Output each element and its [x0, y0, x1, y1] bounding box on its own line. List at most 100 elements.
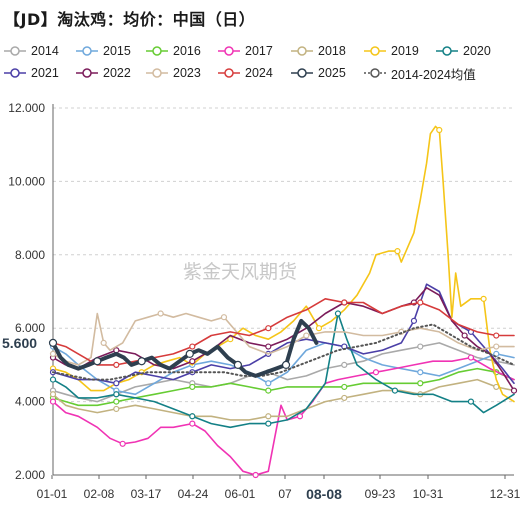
series-line-2020 — [52, 312, 515, 429]
series-line-2021 — [52, 283, 515, 385]
series-marker-2022 — [265, 343, 272, 350]
series-marker-2019 — [315, 325, 323, 332]
legend-swatch-icon — [291, 68, 313, 78]
x-tick-label: 07 — [278, 487, 292, 501]
series-line-2018 — [52, 378, 515, 421]
series-marker-2019 — [480, 295, 487, 302]
legend-item[interactable]: 2018 — [291, 42, 346, 60]
series-marker-2016 — [417, 380, 424, 387]
series-marker-2020 — [391, 387, 399, 394]
legend-swatch-icon — [146, 68, 168, 78]
series-marker-2025 — [185, 349, 194, 358]
x-tick-label: 01-01 — [37, 487, 68, 501]
legend-label: 2020 — [463, 44, 491, 58]
series-marker-2024 — [113, 361, 120, 368]
x-tick-label: 12-31 — [490, 487, 521, 501]
series-line-2014-2024均值 — [52, 323, 515, 381]
series-marker-2025 — [233, 360, 243, 369]
legend-swatch-icon — [76, 46, 98, 56]
series-marker-2020 — [265, 420, 272, 427]
series-marker-2019 — [436, 126, 443, 134]
legend-item[interactable]: 2015 — [76, 42, 131, 60]
series-marker-2021 — [410, 317, 418, 324]
series-marker-2017 — [49, 398, 57, 405]
series-marker-2016 — [113, 398, 120, 405]
watermark: 紫金天风期货 — [183, 261, 297, 283]
legend-label: 2023 — [173, 66, 201, 80]
series-marker-2017 — [296, 413, 304, 420]
series-marker-2022 — [189, 358, 196, 365]
series-marker-2024 — [189, 343, 196, 350]
y-tick-label: 10.000 — [8, 174, 45, 188]
series-marker-2025 — [93, 357, 102, 366]
series-line-2014 — [52, 342, 515, 403]
legend-item[interactable]: 2025 — [291, 64, 346, 82]
series-marker-2018 — [49, 391, 57, 398]
series-marker-2019 — [227, 336, 234, 343]
legend-item[interactable]: 2021 — [4, 64, 59, 82]
legend-item[interactable]: 2017 — [218, 42, 273, 60]
legend-item[interactable]: 2014 — [4, 42, 59, 60]
series-marker-2016 — [189, 383, 196, 391]
legend-item[interactable]: 2019 — [364, 42, 419, 60]
x-tick-label: 10-31 — [413, 487, 444, 501]
x-tick-label-highlight: 08-08 — [306, 486, 342, 502]
series-marker-2020 — [189, 413, 196, 420]
series-marker-2018 — [341, 394, 348, 402]
legend-item[interactable]: 2023 — [146, 64, 201, 82]
current-value-label: 5.600 — [2, 335, 37, 351]
legend-item[interactable]: 2014-2024均值 — [364, 64, 476, 82]
legend-label: 2014 — [31, 44, 59, 58]
legend-swatch-icon — [4, 68, 26, 78]
series-marker-2020 — [113, 391, 120, 398]
series-marker-2015 — [417, 369, 424, 376]
x-tick-label: 02-08 — [84, 487, 115, 501]
series-line-2016 — [52, 367, 515, 407]
legend-swatch-icon — [76, 68, 98, 78]
legend-label: 2018 — [318, 44, 346, 58]
series-marker-2023 — [100, 339, 107, 346]
series-marker-2018 — [265, 413, 272, 420]
legend-swatch-icon — [291, 46, 313, 56]
legend-label: 2019 — [391, 44, 419, 58]
legend-swatch-icon — [218, 68, 240, 78]
legend-item[interactable]: 2020 — [436, 42, 491, 60]
series-marker-2014 — [341, 361, 348, 368]
legend-label: 2015 — [103, 44, 131, 58]
series-marker-2025 — [137, 357, 146, 366]
legend-item[interactable]: 2024 — [218, 64, 273, 82]
x-tick-label: 09-23 — [365, 487, 396, 501]
series-marker-2020 — [49, 376, 57, 383]
series-marker-2015 — [265, 380, 272, 387]
series-marker-2024 — [265, 325, 272, 332]
series-marker-2023 — [303, 332, 310, 339]
x-tick-label: 06-01 — [225, 487, 256, 501]
legend-label: 2014-2024均值 — [391, 67, 476, 82]
y-tick-label: 6.000 — [15, 321, 45, 335]
legend-item[interactable]: 2016 — [146, 42, 201, 60]
series-marker-2020 — [467, 398, 475, 405]
series-marker-2024 — [341, 299, 348, 306]
series-marker-2022 — [461, 332, 468, 339]
y-tick-label: 12.000 — [8, 101, 45, 115]
series-marker-2023 — [157, 310, 164, 317]
legend-item[interactable]: 2022 — [76, 64, 131, 82]
legend-swatch-icon — [436, 46, 458, 56]
series-marker-2025 — [281, 360, 291, 369]
x-tick-label: 04-24 — [178, 487, 209, 501]
series-marker-2023 — [220, 314, 228, 321]
legend-label: 2017 — [245, 44, 273, 58]
legend-label: 2016 — [173, 44, 201, 58]
y-tick-label: 8.000 — [15, 248, 45, 262]
legend-swatch-icon — [146, 46, 168, 56]
legend-label: 2021 — [31, 66, 59, 80]
series-marker-2022 — [510, 387, 518, 394]
legend-label: 2024 — [245, 66, 273, 80]
x-tick-label: 03-17 — [131, 487, 162, 501]
series-marker-2024 — [493, 332, 500, 339]
y-tick-label: 4.000 — [15, 395, 45, 409]
series-marker-2017 — [252, 471, 259, 479]
series-marker-2020 — [334, 310, 342, 317]
series-line-2017 — [52, 356, 515, 476]
series-marker-2017 — [189, 420, 196, 427]
